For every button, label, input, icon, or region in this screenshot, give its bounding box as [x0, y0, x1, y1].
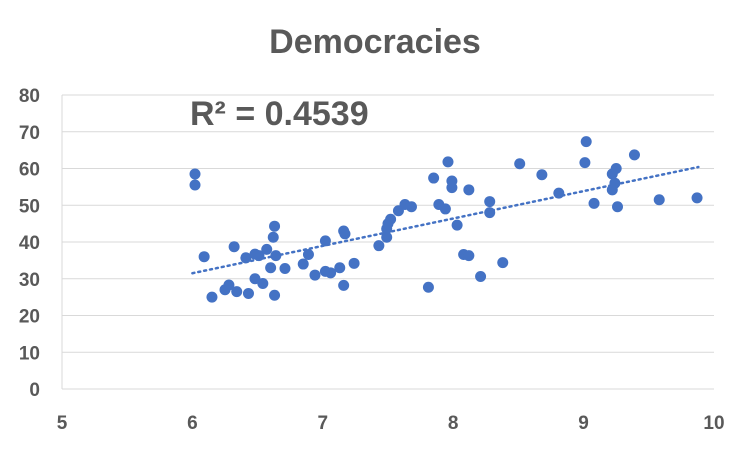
data-point — [189, 179, 201, 191]
axis-tick-labels: 0 10 20 30 40 50 60 70 80 5 6 7 8 9 10 — [19, 86, 725, 434]
data-point — [446, 175, 458, 187]
data-point — [269, 220, 281, 232]
data-point — [270, 250, 282, 262]
data-point — [381, 231, 393, 243]
data-point — [348, 257, 360, 269]
y-tick-label: 80 — [19, 86, 40, 107]
data-point — [484, 207, 496, 219]
data-point — [536, 169, 548, 181]
data-point — [279, 262, 291, 274]
trendline — [191, 165, 700, 275]
data-point — [439, 203, 451, 215]
data-point — [385, 213, 397, 225]
trendline-group — [191, 165, 700, 275]
data-point — [223, 279, 235, 291]
y-tick-label: 20 — [19, 307, 40, 328]
data-point — [580, 136, 592, 148]
data-point — [339, 228, 351, 240]
data-point — [497, 257, 509, 269]
data-point — [484, 196, 496, 208]
data-point — [428, 172, 440, 184]
data-point — [309, 269, 321, 281]
data-point — [451, 219, 463, 231]
data-point — [261, 243, 273, 255]
data-point — [579, 157, 591, 169]
data-point — [228, 241, 240, 253]
data-point — [609, 177, 621, 189]
data-point — [198, 251, 210, 263]
y-tick-label: 70 — [19, 123, 40, 144]
data-point — [628, 149, 640, 161]
y-tick-label: 40 — [19, 233, 40, 254]
x-tick-label: 6 — [187, 413, 198, 434]
data-point — [691, 192, 703, 204]
chart-title: Democracies — [269, 23, 481, 61]
data-point — [588, 197, 600, 209]
data-point — [189, 168, 201, 180]
data-point — [475, 271, 487, 283]
data-point — [553, 187, 565, 199]
data-point — [240, 252, 252, 264]
data-point — [422, 281, 434, 293]
x-tick-label: 10 — [703, 413, 724, 434]
data-point — [297, 258, 309, 270]
data-point — [242, 287, 254, 299]
data-point — [257, 278, 269, 290]
y-tick-label: 50 — [19, 196, 40, 217]
data-point — [206, 291, 218, 303]
y-tick-label: 0 — [29, 380, 40, 401]
data-point — [338, 279, 350, 291]
x-tick-label: 8 — [448, 413, 459, 434]
data-point — [405, 201, 417, 213]
r-squared-annotation: R² = 0.4539 — [190, 95, 369, 133]
data-point — [302, 248, 314, 260]
data-point — [265, 262, 277, 274]
x-tick-label: 7 — [318, 413, 329, 434]
data-point — [319, 235, 331, 247]
data-points — [189, 136, 703, 303]
y-tick-label: 10 — [19, 343, 40, 364]
data-point — [231, 286, 243, 298]
x-tick-label: 9 — [578, 413, 589, 434]
data-point — [325, 267, 337, 279]
data-point — [653, 194, 665, 206]
data-point — [463, 250, 475, 262]
data-point — [269, 289, 281, 301]
data-point — [610, 163, 622, 174]
data-point — [514, 158, 526, 170]
x-tick-label: 5 — [57, 413, 68, 434]
data-point — [373, 240, 385, 252]
data-point — [463, 184, 475, 196]
data-point — [267, 231, 279, 243]
data-point — [253, 250, 265, 262]
data-point — [442, 156, 454, 168]
data-point — [334, 262, 346, 274]
y-tick-label: 60 — [19, 160, 40, 181]
data-point — [612, 201, 624, 213]
y-tick-label: 30 — [19, 270, 40, 291]
